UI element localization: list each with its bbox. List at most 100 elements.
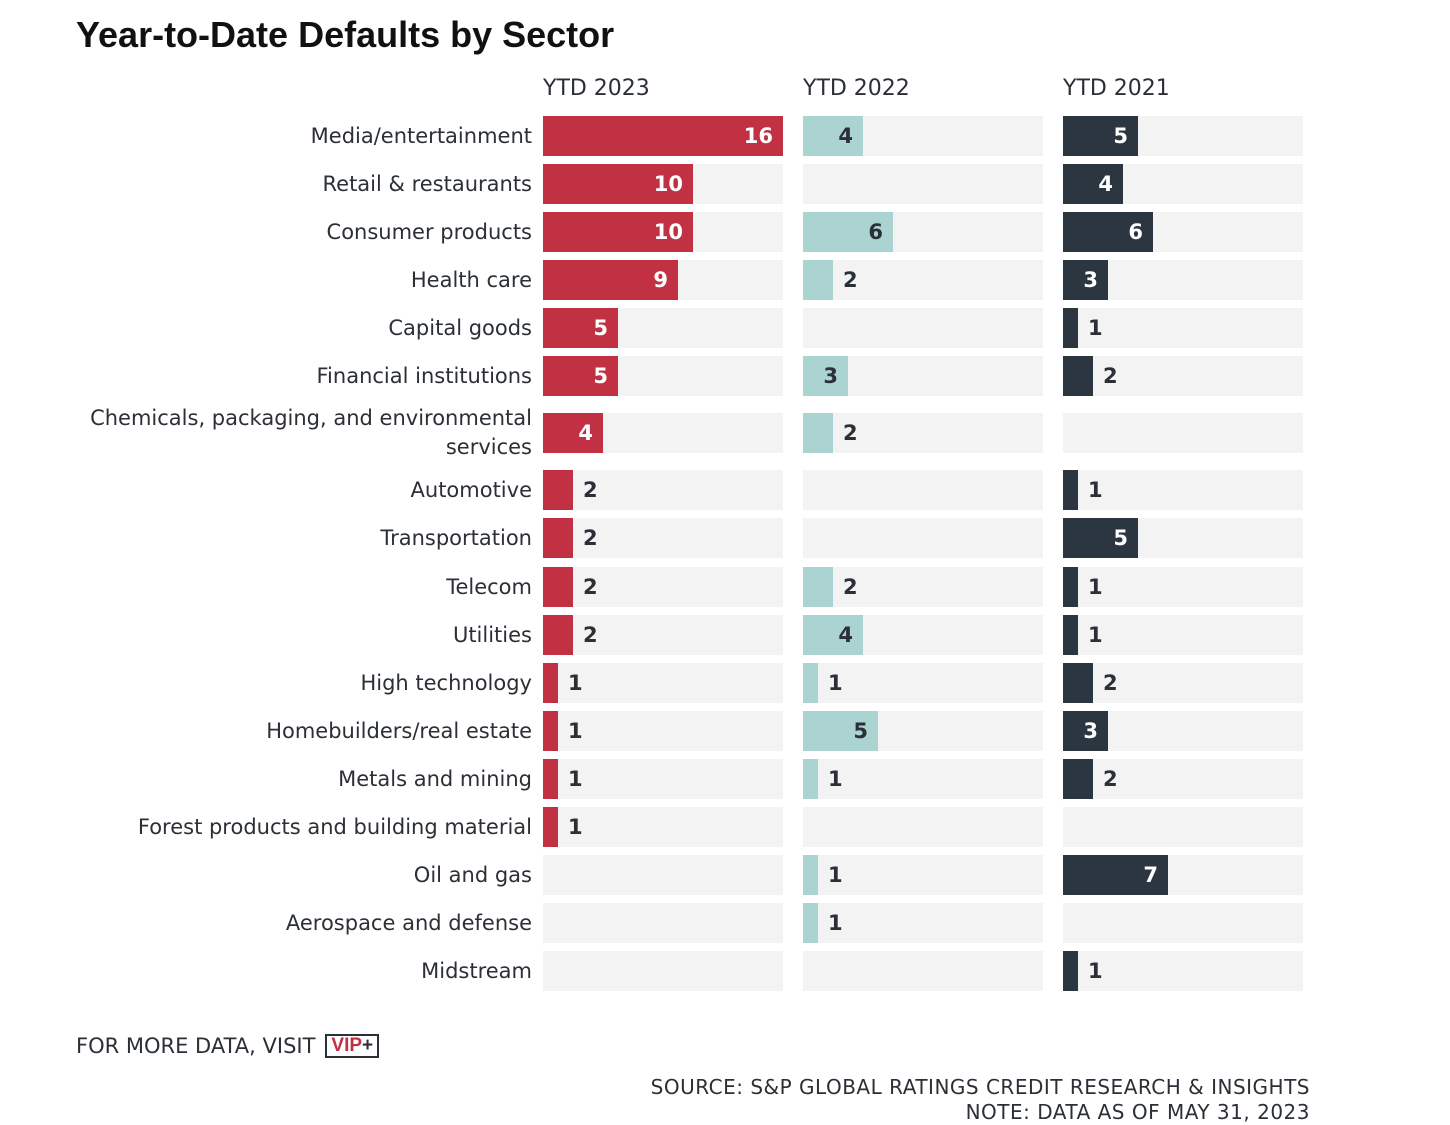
data-label: 10 (653, 172, 683, 196)
bar-track: 1 (543, 711, 783, 751)
category-label: Utilities (452, 622, 532, 647)
bar-track (1063, 413, 1303, 453)
bar-track (803, 807, 1043, 847)
bar-track: 7 (1063, 855, 1303, 895)
bar-track (803, 951, 1043, 991)
bar-track: 2 (803, 413, 1043, 453)
bar-ytd-2021 (1063, 615, 1078, 655)
data-label: 3 (1083, 268, 1098, 292)
column-heading-1: YTD 2023 (543, 76, 650, 101)
data-label: 1 (828, 863, 843, 887)
bar-track: 6 (1063, 212, 1303, 252)
data-label: 1 (568, 767, 583, 791)
bar-track: 5 (543, 356, 783, 396)
bar-ytd-2021 (1063, 260, 1108, 300)
bar-ytd-2023 (543, 260, 678, 300)
bar-ytd-2021 (1063, 308, 1078, 348)
bar-track: 6 (803, 212, 1043, 252)
bar-track: 10 (543, 164, 783, 204)
bar-track (543, 951, 783, 991)
bar-track: 3 (1063, 260, 1303, 300)
bar-track: 5 (1063, 116, 1303, 156)
data-label: 3 (823, 364, 838, 388)
bar-ytd-2021 (1063, 116, 1138, 156)
bar-ytd-2021 (1063, 356, 1093, 396)
data-label: 1 (1088, 316, 1103, 340)
category-label: Financial institutions (316, 363, 533, 388)
bar-ytd-2023 (543, 759, 558, 799)
data-label: 5 (1113, 526, 1128, 550)
category-label: Metals and mining (338, 766, 532, 791)
bar-track: 1 (543, 759, 783, 799)
bar-track: 1 (1063, 567, 1303, 607)
bar-track: 4 (543, 413, 783, 453)
bar-track (803, 518, 1043, 558)
bar-track: 2 (803, 260, 1043, 300)
data-label: 6 (868, 220, 883, 244)
bar-ytd-2022 (803, 711, 878, 751)
bar-ytd-2022 (803, 356, 848, 396)
bar-track (803, 470, 1043, 510)
bar-ytd-2022 (803, 567, 833, 607)
bar-track: 3 (803, 356, 1043, 396)
bar-track: 2 (543, 567, 783, 607)
bar-ytd-2023 (543, 567, 573, 607)
data-label: 4 (1098, 172, 1113, 196)
bar-ytd-2021 (1063, 663, 1093, 703)
bar-ytd-2022 (803, 759, 818, 799)
bar-ytd-2023 (543, 615, 573, 655)
bar-track: 5 (543, 308, 783, 348)
bar-ytd-2023 (543, 711, 558, 751)
category-label: Oil and gas (413, 862, 532, 887)
bar-ytd-2021 (1063, 711, 1108, 751)
bar-track: 3 (1063, 711, 1303, 751)
bar-track: 2 (1063, 759, 1303, 799)
bar-track: 9 (543, 260, 783, 300)
bar-track: 1 (803, 663, 1043, 703)
data-label: 2 (583, 623, 598, 647)
category-label: Health care (410, 267, 532, 292)
category-label: Telecom (446, 574, 532, 599)
vip-plus-logo[interactable]: VIP+ (325, 1034, 380, 1058)
bar-ytd-2023 (543, 116, 783, 156)
bar-ytd-2022 (803, 212, 893, 252)
data-label: 2 (1103, 767, 1118, 791)
data-label: 1 (568, 671, 583, 695)
category-label: Retail & restaurants (322, 171, 533, 196)
bar-track: 1 (803, 759, 1043, 799)
category-label: Midstream (421, 958, 532, 983)
bar-ytd-2023 (543, 413, 603, 453)
bar-ytd-2022 (803, 663, 818, 703)
category-label: Transportation (380, 525, 532, 550)
category-label: Automotive (410, 477, 532, 502)
bar-track: 2 (543, 518, 783, 558)
bar-ytd-2023 (543, 518, 573, 558)
data-label: 16 (743, 124, 773, 148)
bar-track: 16 (543, 116, 783, 156)
data-label: 2 (583, 575, 598, 599)
data-label: 1 (828, 767, 843, 791)
bar-ytd-2023 (543, 663, 558, 703)
bar-track: 4 (1063, 164, 1303, 204)
data-label: 1 (1088, 478, 1103, 502)
data-label: 5 (853, 719, 868, 743)
data-label: 1 (828, 671, 843, 695)
bar-track: 1 (803, 855, 1043, 895)
chart-title: Year-to-Date Defaults by Sector (76, 14, 615, 55)
bar-ytd-2022 (803, 116, 863, 156)
bar-ytd-2021 (1063, 212, 1153, 252)
source-note: SOURCE: S&P GLOBAL RATINGS CREDIT RESEAR… (651, 1075, 1310, 1125)
bar-track: 1 (543, 807, 783, 847)
bar-ytd-2023 (543, 470, 573, 510)
data-label: 5 (593, 316, 608, 340)
bar-track: 4 (803, 116, 1043, 156)
bar-track (543, 855, 783, 895)
bar-ytd-2021 (1063, 518, 1138, 558)
data-label: 1 (1088, 959, 1103, 983)
data-label: 1 (828, 911, 843, 935)
note-text: NOTE: DATA AS OF MAY 31, 2023 (965, 1100, 1310, 1124)
bar-ytd-2023 (543, 308, 618, 348)
data-label: 4 (838, 124, 853, 148)
category-label: Consumer products (326, 219, 532, 244)
category-label: High technology (360, 670, 532, 695)
